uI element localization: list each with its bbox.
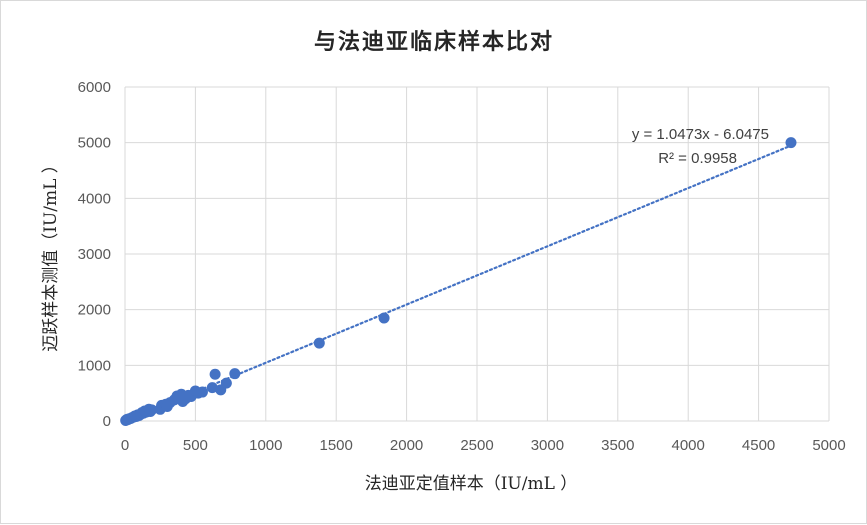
x-tick-labels: 0 500 1000 1500 2000 2500 3000 3500 4000 4500 5000 (121, 437, 846, 454)
y-axis-title: 迈跃样本测值（IU/mL ） (41, 156, 61, 352)
trendline-r2: R² = 0.9958 (658, 150, 737, 167)
x-tick-label: 3000 (531, 437, 564, 454)
x-tick-label: 0 (121, 437, 129, 454)
y-tick-label: 1000 (78, 357, 111, 374)
data-point (146, 404, 158, 416)
trendline-equation: y = 1.0473x - 6.0475 (632, 126, 769, 143)
data-point (209, 368, 221, 380)
x-tick-label: 4000 (672, 437, 705, 454)
y-tick-labels: 0 1000 2000 3000 4000 5000 6000 (78, 79, 111, 430)
x-tick-label: 3500 (601, 437, 634, 454)
x-tick-label: 2500 (460, 437, 493, 454)
x-tick-label: 1500 (320, 437, 353, 454)
data-point (229, 368, 241, 380)
y-tick-label: 4000 (78, 190, 111, 207)
y-tick-label: 3000 (78, 246, 111, 263)
data-point (378, 312, 390, 324)
data-point (220, 377, 232, 389)
data-points (120, 137, 797, 426)
y-tick-label: 2000 (78, 302, 111, 319)
x-tick-label: 2000 (390, 437, 423, 454)
x-tick-label: 5000 (812, 437, 845, 454)
chart-title: 与法迪亚临床样本比对 (314, 29, 554, 55)
x-tick-label: 1000 (249, 437, 282, 454)
x-tick-label: 4500 (742, 437, 775, 454)
data-point (785, 137, 797, 149)
x-tick-label: 500 (183, 437, 208, 454)
data-point (196, 386, 208, 398)
y-tick-label: 6000 (78, 79, 111, 96)
y-tick-label: 0 (103, 413, 111, 430)
y-tick-label: 5000 (78, 135, 111, 152)
data-point (313, 337, 325, 349)
grid-lines (124, 86, 830, 422)
data-point (206, 382, 218, 394)
x-axis-title: 法迪亚定值样本（IU/mL ） (365, 474, 578, 494)
